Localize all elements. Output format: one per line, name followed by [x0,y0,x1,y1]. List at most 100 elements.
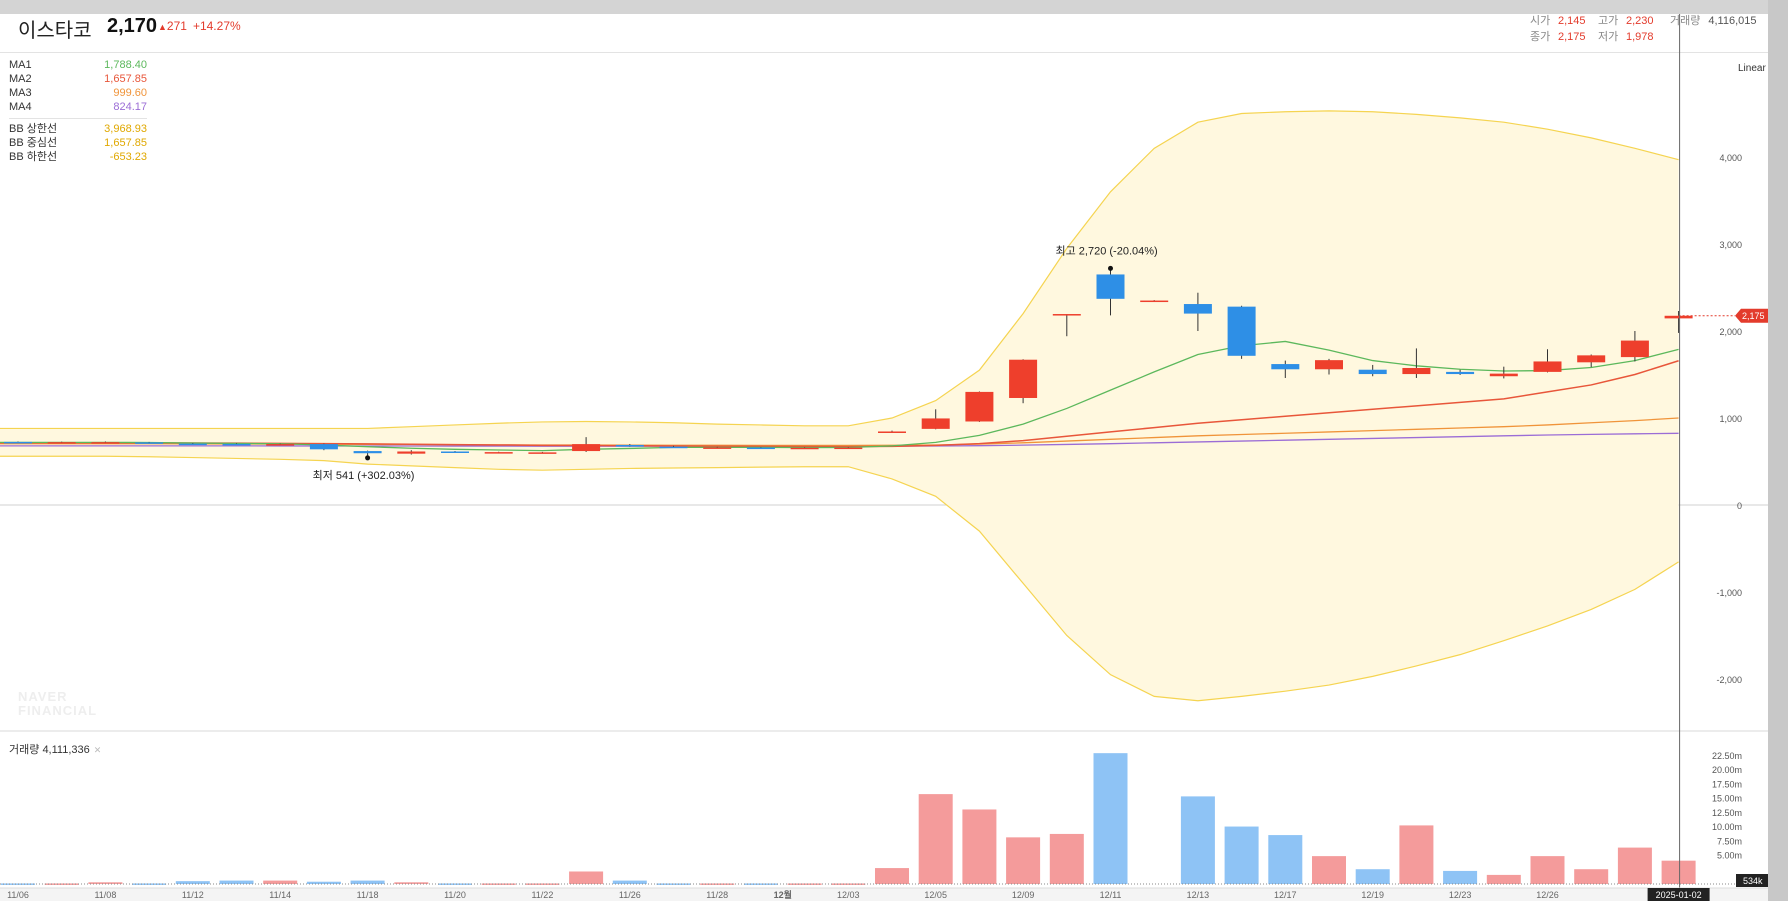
volume-bar [1574,869,1609,884]
candle-body [397,451,426,454]
x-tick-label: 12/19 [1361,890,1384,900]
volume-tick-label: 22.50m [1712,751,1742,761]
candle [746,447,775,450]
candle [572,437,601,452]
candle-body [1620,340,1649,358]
volume-bar [656,883,691,885]
legend-bb-lower: BB 하한선 -653.23 [9,150,147,164]
volume-bar [1268,835,1303,884]
legend-ma1-value: 1,788.40 [104,59,147,71]
y-tick-label: 4,000 [1719,153,1742,163]
candle [1183,292,1212,331]
candle-body [746,447,775,450]
change-percent: +14.27% [192,19,241,33]
low-value: 1,978 [1626,31,1654,43]
candle-body [790,447,819,450]
candle [528,451,557,454]
candle [615,444,644,447]
legend-ma3-value: 999.60 [113,87,147,99]
candle [1140,300,1169,303]
candle [1577,354,1606,368]
candle-body [1577,355,1606,363]
stock-price: 2,170 [107,15,158,37]
legend-ma3-name: MA3 [9,87,32,99]
close-value: 2,175 [1558,31,1586,43]
y-tick-label: 2,000 [1719,327,1742,337]
bb-lower-line [0,455,1679,702]
ma1-line [0,340,1679,452]
ohlc-volume: 거래량 4,116,015 [1670,14,1757,28]
x-axis-bar [0,888,1768,901]
candle [441,451,469,453]
candle [834,447,863,450]
close-label: 종가 [1530,31,1551,43]
candle [790,447,819,450]
x-tick-label: 12/13 [1187,890,1210,900]
ohlc-open-high: 시가 2,145 고가 2,230 종가 2,175 저가 1,978 [1530,14,1666,44]
candle [1009,359,1038,404]
x-tick-label: 12/05 [924,890,947,900]
candle [1533,349,1562,373]
legend-bb-lower-name: BB 하한선 [9,151,58,163]
y-tick-label: -2,000 [1716,675,1742,685]
volume-bar [350,880,385,884]
x-tick-label: 11/08 [94,890,116,900]
volume-tick-label: 17.50m [1712,779,1742,789]
candle-body [309,444,338,450]
legend-bb-middle-value: 1,657.85 [104,137,147,149]
chart-canvas[interactable]: 최고 2,720 (-20.04%) 최저 541 (+302.03%) -2,00… [0,14,1768,901]
volume-bar [1617,847,1652,884]
high-label: 고가 [1598,15,1619,27]
volume-bar [1049,833,1084,884]
volume-bar [1006,837,1041,884]
volume-bar [743,883,778,885]
volume-bar [219,880,254,884]
legend-ma2-name: MA2 [9,73,32,85]
volume-tick-label: 7.50m [1717,836,1742,846]
volume-bar [175,881,210,884]
candle [703,446,732,449]
candle [965,391,994,422]
legend-bb-middle: BB 중심선 1,657.85 [9,136,147,150]
candle-body [4,441,32,444]
open-value: 2,145 [1558,15,1586,27]
x-tick-label: 12/17 [1274,890,1297,900]
y-tick-label: 0 [1737,501,1742,511]
volume-bar [1443,870,1478,884]
legend-ma1-name: MA1 [9,59,32,71]
price-change: ▲271 +14.27% [158,19,241,33]
volume-bar [1486,874,1521,884]
candle-body [878,431,906,433]
candle-body [484,452,513,454]
high-value: 2,230 [1626,15,1654,27]
candle-body [528,452,557,454]
x-tick-label: 12/11 [1100,890,1122,900]
candle [397,450,426,455]
scale-mode-select[interactable]: Linear⌵ [1738,63,1768,74]
candle-body [965,391,994,422]
candle-body [659,446,688,449]
volume-bar [88,882,123,884]
volume-bar [263,880,298,884]
low-annotation: 최저 541 (+302.03%) [313,469,415,482]
x-tick-label: 12/26 [1536,890,1559,900]
candle [1271,360,1300,378]
candle [91,441,120,444]
x-tick-label: 12월 [774,889,792,900]
candle-body [266,444,295,446]
volume-bar [831,883,866,885]
close-icon[interactable]: ✕ [93,745,102,755]
watermark: NAVER FINANCIAL [18,690,97,718]
candle-body [91,442,120,444]
x-tick-label: 12/03 [837,890,860,900]
volume-bar [1312,856,1346,884]
legend-ma3: MA3 999.60 [9,86,147,100]
volume-header-label: 거래량 [1670,15,1701,27]
legend-bb-upper: BB 상한선 3,968.93 [9,122,147,136]
legend-bb-upper-name: BB 상한선 [9,123,58,135]
candle [878,430,906,433]
candle [659,445,688,449]
up-triangle-icon: ▲ [158,22,167,32]
x-tick-label: 11/28 [706,890,728,900]
candle-body [1315,360,1343,370]
